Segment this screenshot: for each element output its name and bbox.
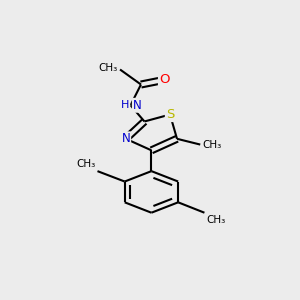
- Text: H: H: [121, 100, 129, 110]
- Text: N: N: [122, 132, 130, 145]
- Text: CH₃: CH₃: [202, 140, 222, 150]
- Text: N: N: [133, 99, 142, 112]
- Text: O: O: [159, 74, 169, 86]
- Text: S: S: [166, 108, 174, 121]
- Text: CH₃: CH₃: [98, 63, 118, 73]
- Text: CH₃: CH₃: [207, 215, 226, 225]
- Text: CH₃: CH₃: [76, 159, 95, 169]
